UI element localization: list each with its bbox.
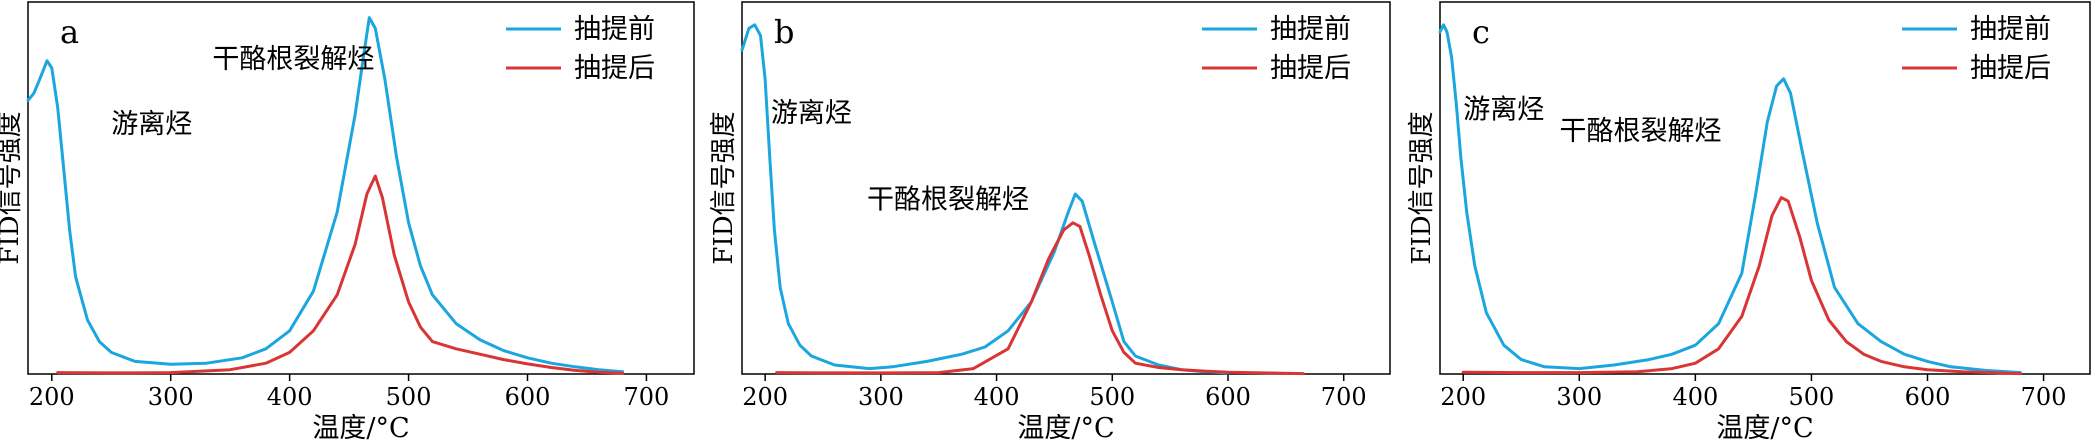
x-tick-label: 500 (1789, 383, 1835, 411)
x-tick-label: 200 (29, 383, 75, 411)
x-tick-label: 500 (386, 383, 432, 411)
legend-label-after: 抽提后 (1270, 53, 1351, 84)
x-tick-label: 200 (1440, 383, 1486, 411)
x-tick-label: 300 (858, 383, 904, 411)
series-line-after (1461, 196, 2022, 376)
x-tick-label: 400 (974, 383, 1020, 411)
chart-panel-b: 200 300 400 500 600 700 温度/°C FID信号强度 b 游离烃干酪根裂解烃… (709, 1, 1391, 444)
x-tick-label: 200 (742, 383, 788, 411)
peak-annotation: 游离烃 (771, 98, 852, 129)
x-axis-label: 温度/°C (1716, 413, 1813, 444)
y-axis-label: FID信号强度 (709, 111, 739, 264)
x-tick-label: 400 (267, 383, 313, 411)
plot-frame (27, 1, 695, 375)
x-tick-label: 600 (1905, 383, 1951, 411)
plot-frame (1439, 1, 2091, 375)
x-tick-label: 300 (1556, 383, 1602, 411)
legend-label-before: 抽提前 (1970, 14, 2051, 45)
legend-label-before: 抽提前 (574, 14, 655, 45)
panel-letter: b (774, 13, 794, 51)
x-tick-label: 500 (1089, 383, 1135, 411)
series-line-before (1438, 23, 2022, 375)
x-axis-label: 温度/°C (1017, 413, 1114, 444)
plot-frame (741, 1, 1391, 375)
peak-annotation: 干酪根裂解烃 (212, 44, 374, 75)
legend-label-after: 抽提后 (1970, 53, 2051, 84)
x-tick-label: 700 (2021, 383, 2067, 411)
chart-panel-a: 200 300 400 500 600 700 温度/°C FID信号强度 a 游离烃 干酪根裂解烃… (0, 1, 695, 444)
chart-panel-c: 200 300 400 500 600 700 温度/°C FID信号强度 c 游离烃干酪根裂解烃… (1407, 1, 2091, 444)
series-line-after (775, 221, 1305, 376)
x-tick-label: 400 (1672, 383, 1718, 411)
y-axis-label: FID信号强度 (0, 111, 25, 264)
x-tick-label: 700 (1321, 383, 1367, 411)
legend-label-before: 抽提前 (1270, 14, 1351, 45)
x-tick-label: 600 (505, 383, 551, 411)
x-tick-label: 300 (148, 383, 194, 411)
x-axis-label: 温度/°C (312, 413, 409, 444)
x-tick-label: 700 (624, 383, 670, 411)
series-line-after (56, 174, 625, 375)
peak-annotation: 干酪根裂解烃 (867, 184, 1029, 215)
panel-letter: c (1472, 13, 1490, 51)
peak-annotation: 干酪根裂解烃 (1560, 116, 1722, 147)
series-line-before (740, 23, 1230, 375)
peak-annotation: 游离烃 (111, 109, 192, 140)
series-line-before (26, 16, 625, 374)
legend-label-after: 抽提后 (574, 53, 655, 84)
panel-letter: a (60, 13, 79, 51)
y-axis-label: FID信号强度 (1407, 111, 1437, 264)
peak-annotation: 游离烃 (1463, 94, 1544, 125)
x-tick-label: 600 (1205, 383, 1251, 411)
